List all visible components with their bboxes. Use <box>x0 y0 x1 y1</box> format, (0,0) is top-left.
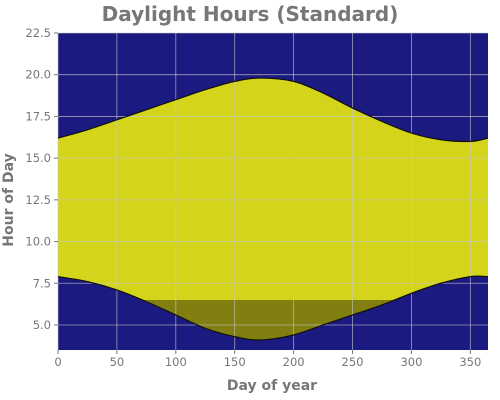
x-tick-label: 50 <box>110 355 125 369</box>
chart-title: Daylight Hours (Standard) <box>102 2 399 26</box>
y-tick-label: 10.0 <box>25 235 51 249</box>
y-axis-ticks: 5.0 7.5 10.0 12.5 15.0 17.5 20.0 22.5 <box>25 26 58 332</box>
x-tick-label: 350 <box>459 355 481 369</box>
x-axis-ticks: 0 50 100 150 200 250 300 350 <box>54 350 481 369</box>
x-tick-label: 100 <box>165 355 187 369</box>
x-tick-label: 250 <box>342 355 364 369</box>
sunset-curve <box>57 77 489 143</box>
y-tick-label: 20.0 <box>25 68 51 82</box>
x-tick-label: 0 <box>54 355 61 369</box>
x-tick-label: 150 <box>224 355 246 369</box>
y-tick-label: 22.5 <box>25 26 51 40</box>
y-tick-label: 17.5 <box>25 109 51 123</box>
sunrise-curve <box>57 275 489 341</box>
y-axis-label: Hour of Day <box>1 153 17 246</box>
x-tick-label: 200 <box>283 355 305 369</box>
y-tick-label: 5.0 <box>33 318 51 332</box>
x-axis-label: Day of year <box>227 378 317 394</box>
x-tick-label: 300 <box>400 355 422 369</box>
grid-lines <box>57 32 488 350</box>
y-tick-label: 15.0 <box>25 151 51 165</box>
y-tick-label: 7.5 <box>33 276 51 290</box>
early-daylight-band <box>142 299 395 341</box>
y-tick-label: 12.5 <box>25 193 51 207</box>
daylight-area <box>58 78 488 341</box>
